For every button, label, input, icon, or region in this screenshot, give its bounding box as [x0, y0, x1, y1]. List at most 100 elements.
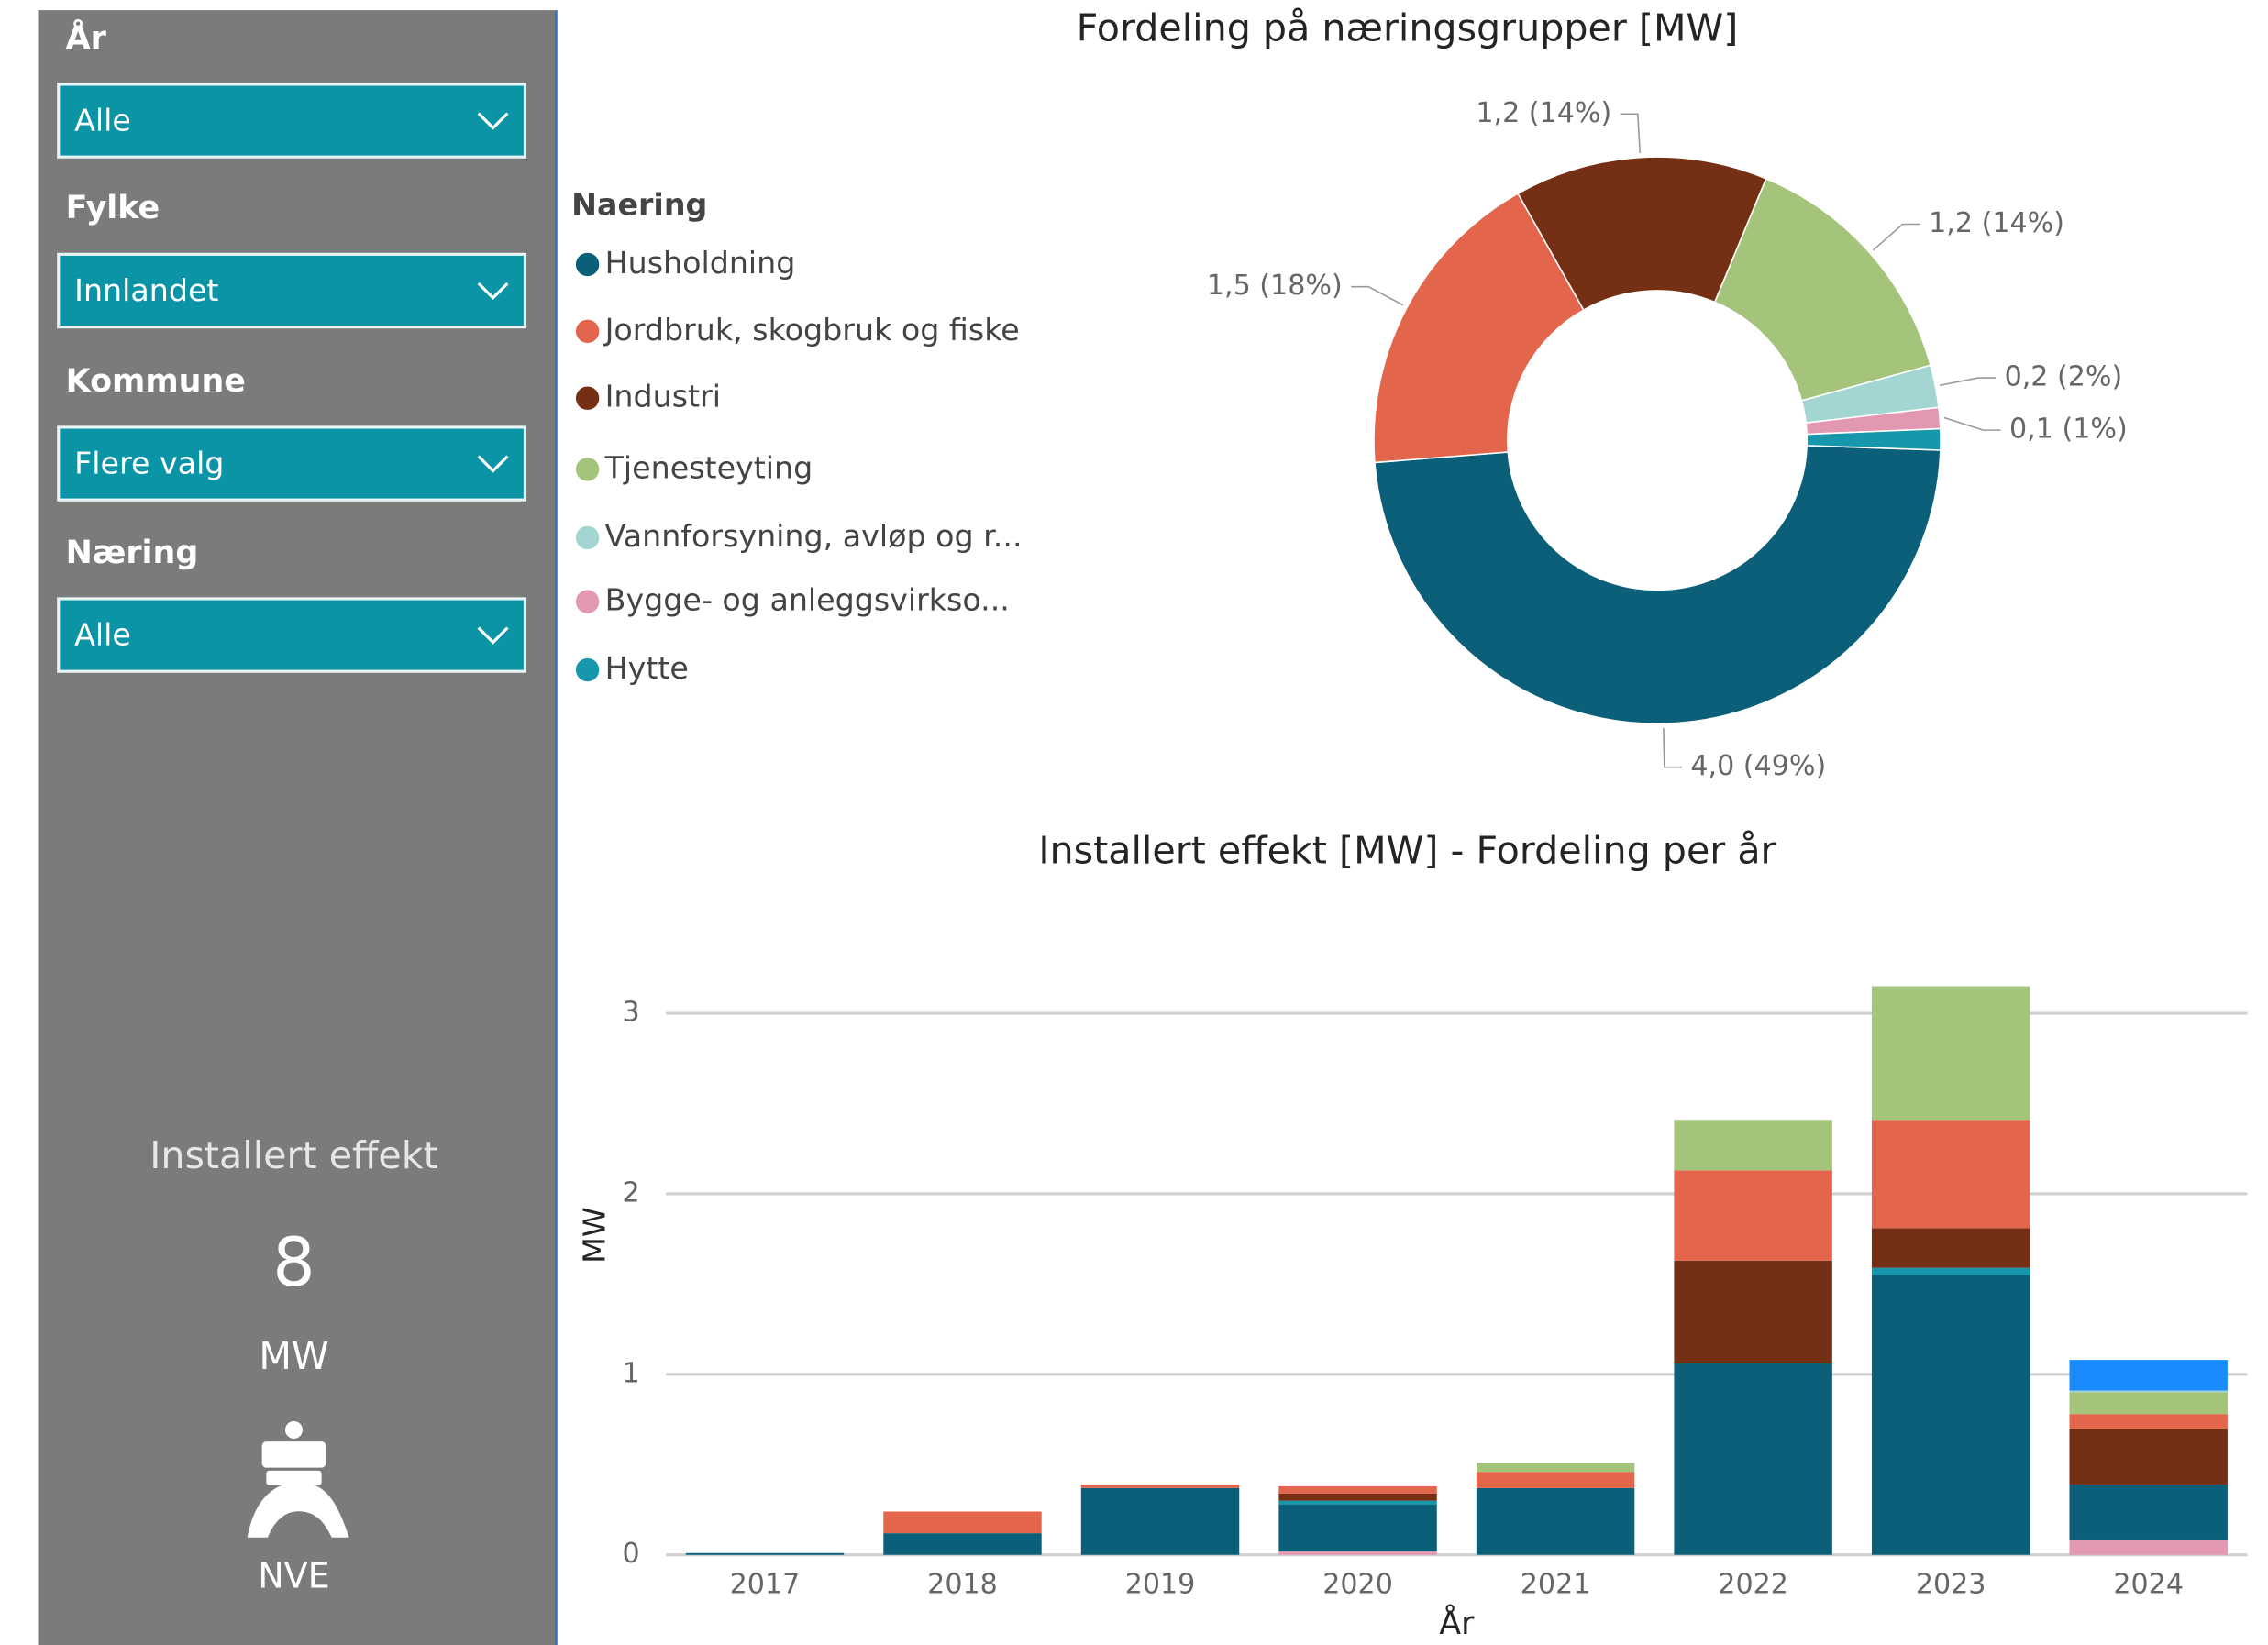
- dropdown[interactable]: [57, 597, 527, 673]
- bar-segment: [883, 1511, 1042, 1534]
- bar-segment: [2069, 1390, 2228, 1393]
- x-tick-label: 2020: [1322, 1569, 1393, 1601]
- filter-label: Kommune: [66, 363, 246, 400]
- filter-label: Næring: [66, 535, 199, 571]
- bar-segment: [1871, 1228, 2030, 1268]
- legend-label: Hytte: [605, 650, 689, 686]
- donut-slice: [1374, 445, 1942, 724]
- bar-segment: [1278, 1551, 1437, 1555]
- legend-marker: [575, 525, 600, 550]
- leader-line: [1939, 377, 1997, 387]
- bar-segment: [1476, 1463, 1635, 1473]
- donut-slice: [1713, 177, 1932, 402]
- legend-label: Jordbruk, skogbruk og fiske: [603, 312, 1020, 348]
- x-tick-label: 2018: [927, 1569, 998, 1601]
- filter-label: År: [66, 18, 107, 57]
- filter-label: Fylke: [66, 190, 160, 226]
- legend-marker: [575, 386, 600, 410]
- legend-marker: [575, 319, 600, 344]
- bar-segment: [1278, 1504, 1437, 1551]
- bar-segment: [1871, 1120, 2030, 1229]
- x-tick-label: 2019: [1125, 1569, 1196, 1601]
- legend-label: Industri: [605, 379, 721, 414]
- dropdown-chevron: [477, 455, 509, 473]
- bar-segment: [2069, 1484, 2228, 1540]
- y-tick-label: 2: [622, 1176, 639, 1209]
- dropdown-value: Alle: [74, 103, 131, 138]
- dropdown-chevron: [477, 282, 509, 301]
- leader-line: [1620, 113, 1642, 154]
- kpi-unit: MW: [259, 1334, 328, 1378]
- bar-segment: [1871, 1275, 2030, 1555]
- legend-marker: [575, 657, 600, 682]
- legend-label: Husholdning: [605, 245, 796, 281]
- data-label: 1,2 (14%): [1929, 207, 2064, 239]
- y-axis-label: MW: [577, 1207, 613, 1264]
- data-label: 0,2 (2%): [2005, 361, 2123, 393]
- dropdown[interactable]: [57, 83, 527, 159]
- dropdown-chevron: [477, 626, 509, 645]
- dropdown-chevron: [477, 112, 509, 130]
- bar-segment: [1278, 1500, 1437, 1505]
- bar-segment: [1080, 1487, 1240, 1555]
- bar-segment: [1278, 1493, 1437, 1501]
- bar-segment: [685, 1552, 845, 1555]
- legend-marker: [575, 458, 600, 481]
- x-tick-label: 2017: [730, 1569, 801, 1601]
- bar-segment: [1476, 1487, 1635, 1555]
- data-label: 0,1 (1%): [2009, 414, 2128, 446]
- y-tick-label: 3: [622, 997, 639, 1029]
- legend-marker: [575, 252, 600, 277]
- bar-segment: [1871, 986, 2030, 1121]
- legend-label: Vannforsyning, avløp og r...: [605, 518, 1023, 554]
- dropdown-value: Flere valg: [74, 446, 224, 481]
- donut-slice: [1806, 427, 1942, 451]
- leader-line: [1351, 285, 1404, 306]
- leader-line: [1663, 727, 1682, 768]
- dropdown[interactable]: [57, 252, 527, 329]
- chart-title: Installert effekt [MW] - Fordeling per å…: [1038, 828, 1776, 872]
- legend-marker: [575, 590, 600, 613]
- legend-title: Naering: [571, 187, 707, 223]
- x-tick-label: 2022: [1718, 1569, 1788, 1601]
- legend-label: Tjenesteyting: [604, 449, 813, 485]
- donut-slice: [1373, 193, 1585, 464]
- logo-text: NVE: [258, 1556, 329, 1596]
- bar-segment: [2069, 1360, 2228, 1391]
- x-tick-label: 2023: [1916, 1569, 1986, 1601]
- leader-line: [1943, 416, 2001, 431]
- x-tick-label: 2021: [1521, 1569, 1591, 1601]
- dropdown[interactable]: [57, 425, 527, 502]
- nve-logo: [247, 1420, 349, 1538]
- bar-segment: [1871, 1267, 2030, 1275]
- bar-segment: [1674, 1363, 1832, 1555]
- data-label: 1,5 (18%): [1207, 270, 1343, 302]
- bar-segment: [2069, 1540, 2228, 1555]
- bar-segment: [2069, 1392, 2228, 1415]
- y-tick-label: 0: [622, 1538, 639, 1570]
- bar-segment: [2069, 1428, 2228, 1485]
- kpi-title: Installert effekt: [149, 1133, 438, 1177]
- data-label: 1,2 (14%): [1476, 97, 1611, 129]
- bar-segment: [1674, 1260, 1832, 1364]
- donut-slice: [1517, 156, 1767, 312]
- x-tick-label: 2024: [2113, 1569, 2184, 1601]
- dropdown-value: Innlandet: [74, 272, 218, 308]
- x-axis-label: År: [1439, 1603, 1475, 1642]
- chart-title: Fordeling på næringsgrupper [MW]: [1077, 6, 1739, 50]
- y-tick-label: 1: [622, 1357, 639, 1389]
- bar-segment: [883, 1533, 1042, 1555]
- bar-segment: [1080, 1484, 1240, 1488]
- dropdown-value: Alle: [74, 617, 131, 653]
- bar-segment: [2069, 1414, 2228, 1429]
- leader-line: [1872, 223, 1920, 251]
- data-label: 4,0 (49%): [1690, 750, 1826, 782]
- bar-segment: [1476, 1472, 1635, 1488]
- bar-segment: [1278, 1485, 1437, 1494]
- bar-segment: [1674, 1120, 1832, 1171]
- legend-label: Bygge- og anleggsvirkso...: [605, 582, 1010, 618]
- kpi-value: 8: [272, 1224, 315, 1302]
- bar-segment: [1674, 1170, 1832, 1261]
